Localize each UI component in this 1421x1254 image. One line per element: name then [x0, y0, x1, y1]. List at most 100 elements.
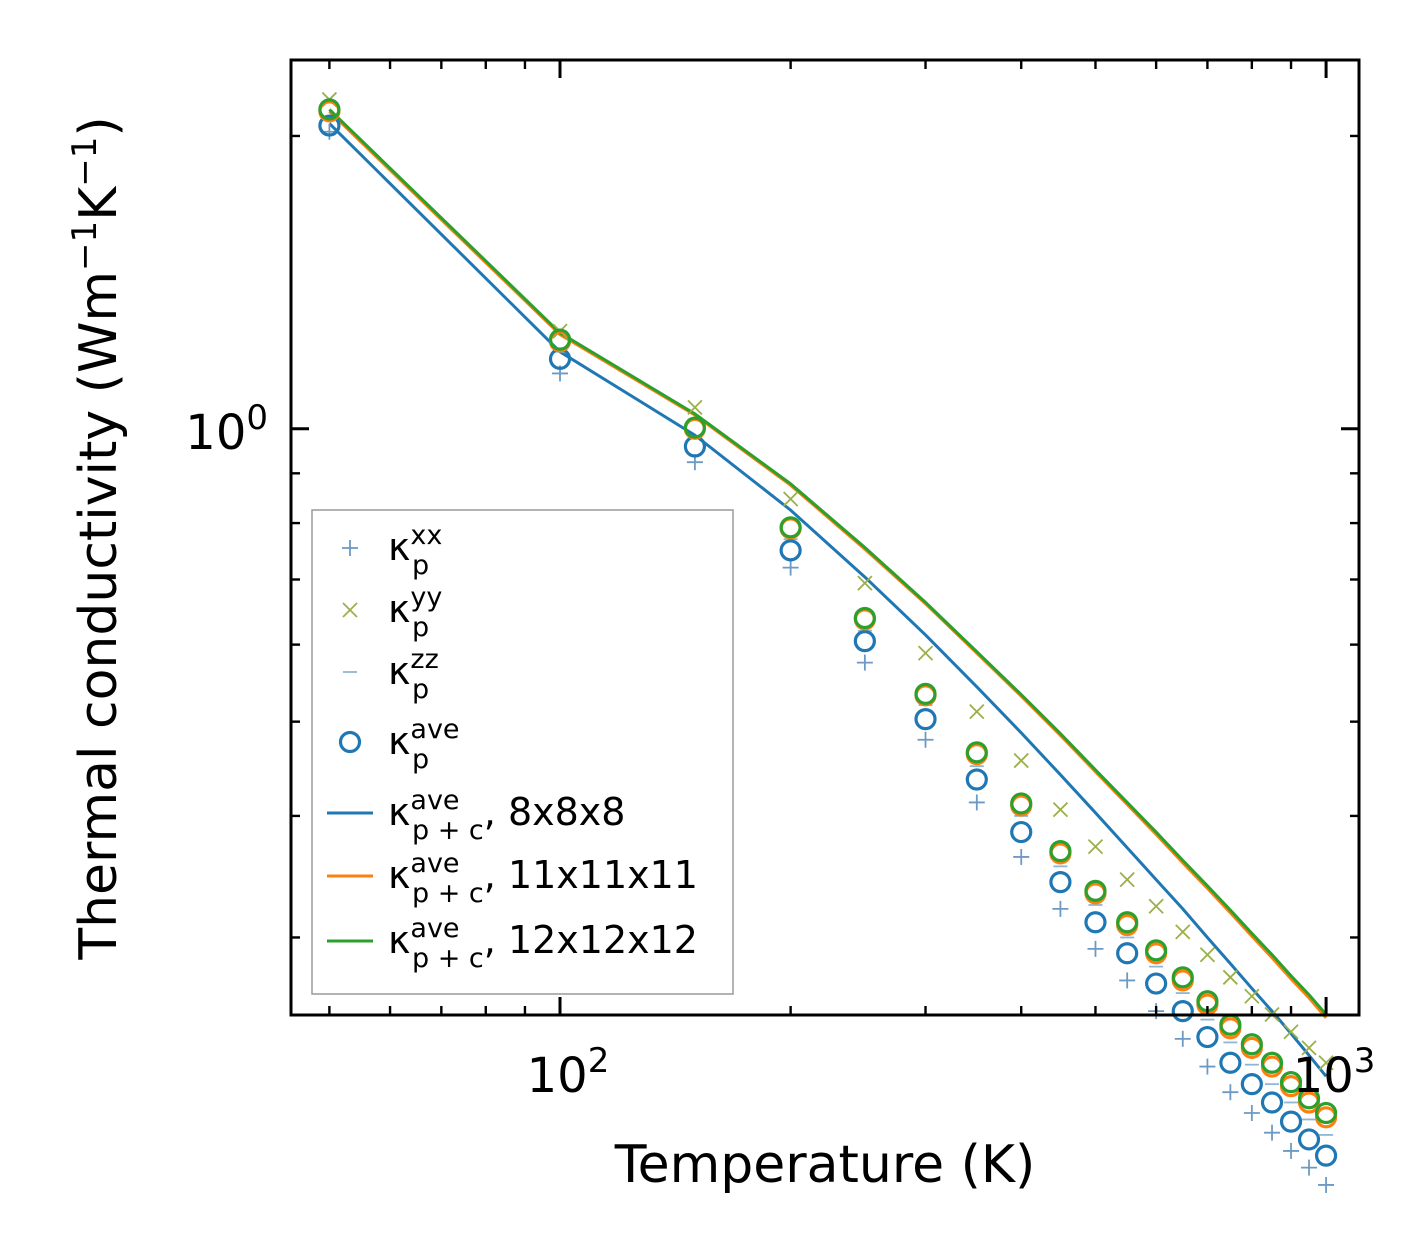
data-point — [1283, 1142, 1300, 1159]
data-point — [1301, 1159, 1318, 1176]
data-point — [1010, 820, 1033, 844]
data-point — [1119, 972, 1136, 989]
y-axis-label: Thermal conductivity (Wm−1K−1) — [65, 116, 129, 960]
data-point — [1174, 1030, 1191, 1047]
data-point — [1145, 939, 1168, 962]
legend-item-kpc_12: κave p + c, 12x12x12 — [327, 913, 698, 974]
data-point — [318, 114, 341, 137]
data-point — [1087, 940, 1104, 957]
legend-label: κyy p — [388, 582, 442, 643]
data-point — [548, 328, 572, 351]
series-line-kpc_8 — [328, 122, 1328, 1078]
data-point — [1314, 1101, 1338, 1125]
series-kp_xx — [321, 123, 1335, 1193]
series-kp_yy — [321, 91, 1334, 1071]
data-point — [1052, 900, 1069, 917]
data-point — [1116, 911, 1139, 934]
data-point — [1297, 1087, 1321, 1110]
data-point — [1243, 1105, 1260, 1122]
data-point — [1171, 1000, 1194, 1023]
legend-item-kpc_8: κave p + c, 8x8x8 — [327, 785, 625, 846]
legend-frame — [311, 509, 734, 995]
data-point — [318, 98, 341, 121]
series-line-kpc_12 — [328, 108, 1328, 1016]
data-point — [917, 645, 934, 661]
data-point — [1283, 1024, 1299, 1040]
legend-item-kp_zz: κzz p — [343, 644, 439, 705]
data-point — [1222, 969, 1239, 985]
legend-label: κxx p — [388, 520, 442, 581]
data-point — [779, 516, 802, 539]
data-point — [1301, 1040, 1317, 1056]
data-point — [853, 630, 876, 653]
x-tick-label: 103 — [1293, 1041, 1376, 1104]
data-point — [968, 794, 985, 811]
legend-item-kpc_11: κave p + c, 11x11x11 — [327, 848, 698, 909]
data-point — [1196, 1025, 1219, 1049]
legend-label: κave p + c, 8x8x8 — [388, 785, 625, 846]
axes-frame — [289, 58, 1361, 1017]
data-point — [1297, 1128, 1321, 1151]
x-tick-label: 102 — [527, 1041, 610, 1104]
data-point — [1175, 924, 1191, 940]
data-point — [1219, 1051, 1242, 1074]
data-point — [1279, 1110, 1303, 1133]
data-point — [856, 654, 873, 671]
data-point — [857, 575, 873, 591]
data-point — [1049, 871, 1072, 894]
data-point — [1240, 1073, 1263, 1096]
axis-tick-labels: 102 103 100 — [185, 398, 1375, 1104]
data-point — [1013, 752, 1029, 769]
data-point — [687, 399, 703, 416]
data-point — [1314, 1144, 1338, 1167]
legend-swatch — [338, 730, 362, 754]
data-point — [1199, 1058, 1216, 1075]
legend-item-kp_yy: κyy p — [342, 582, 442, 643]
legend-label: κzz p — [388, 644, 439, 705]
data-point — [1264, 1124, 1281, 1141]
data-point — [969, 703, 985, 720]
data-point — [1260, 1051, 1284, 1074]
data-point — [782, 559, 799, 576]
data-point — [1318, 1176, 1335, 1193]
data-point — [1145, 972, 1168, 995]
plot-area — [318, 91, 1338, 1193]
data-point — [1279, 1071, 1303, 1094]
data-point — [782, 491, 799, 507]
data-point — [1116, 942, 1139, 965]
legend-item-kp_xx: κxx p — [342, 520, 442, 581]
series-kp_ave_12 — [318, 98, 1338, 1125]
data-point — [1244, 988, 1260, 1004]
data-point — [1199, 947, 1216, 963]
data-point — [683, 416, 707, 439]
legend-label: κave p — [388, 714, 460, 775]
data-point — [1084, 879, 1107, 902]
legend-label: κave p + c, 11x11x11 — [388, 848, 698, 909]
data-point — [1049, 840, 1072, 863]
data-point — [1222, 1084, 1239, 1101]
data-point — [1148, 898, 1164, 914]
data-point — [965, 741, 988, 764]
data-point — [1087, 838, 1104, 855]
data-point — [1318, 1055, 1334, 1071]
legend-swatch — [342, 540, 358, 556]
data-point — [853, 606, 876, 630]
data-point — [917, 731, 934, 748]
data-point — [1171, 966, 1194, 989]
legend-swatch — [342, 602, 358, 618]
legend-item-kp_ave_8: κave p — [338, 714, 460, 775]
data-point — [1260, 1091, 1284, 1114]
data-point — [779, 539, 802, 562]
data-point — [1084, 911, 1107, 934]
data-point — [965, 768, 988, 791]
data-point — [914, 708, 937, 731]
x-axis-label: Temperature (K) — [614, 1135, 1036, 1195]
data-point — [1119, 872, 1135, 888]
data-point — [1052, 801, 1069, 818]
legend-label: κave p + c, 12x12x12 — [388, 913, 698, 974]
y-tick-label: 100 — [185, 398, 268, 461]
data-point — [1240, 1033, 1263, 1056]
data-point — [1010, 792, 1033, 815]
